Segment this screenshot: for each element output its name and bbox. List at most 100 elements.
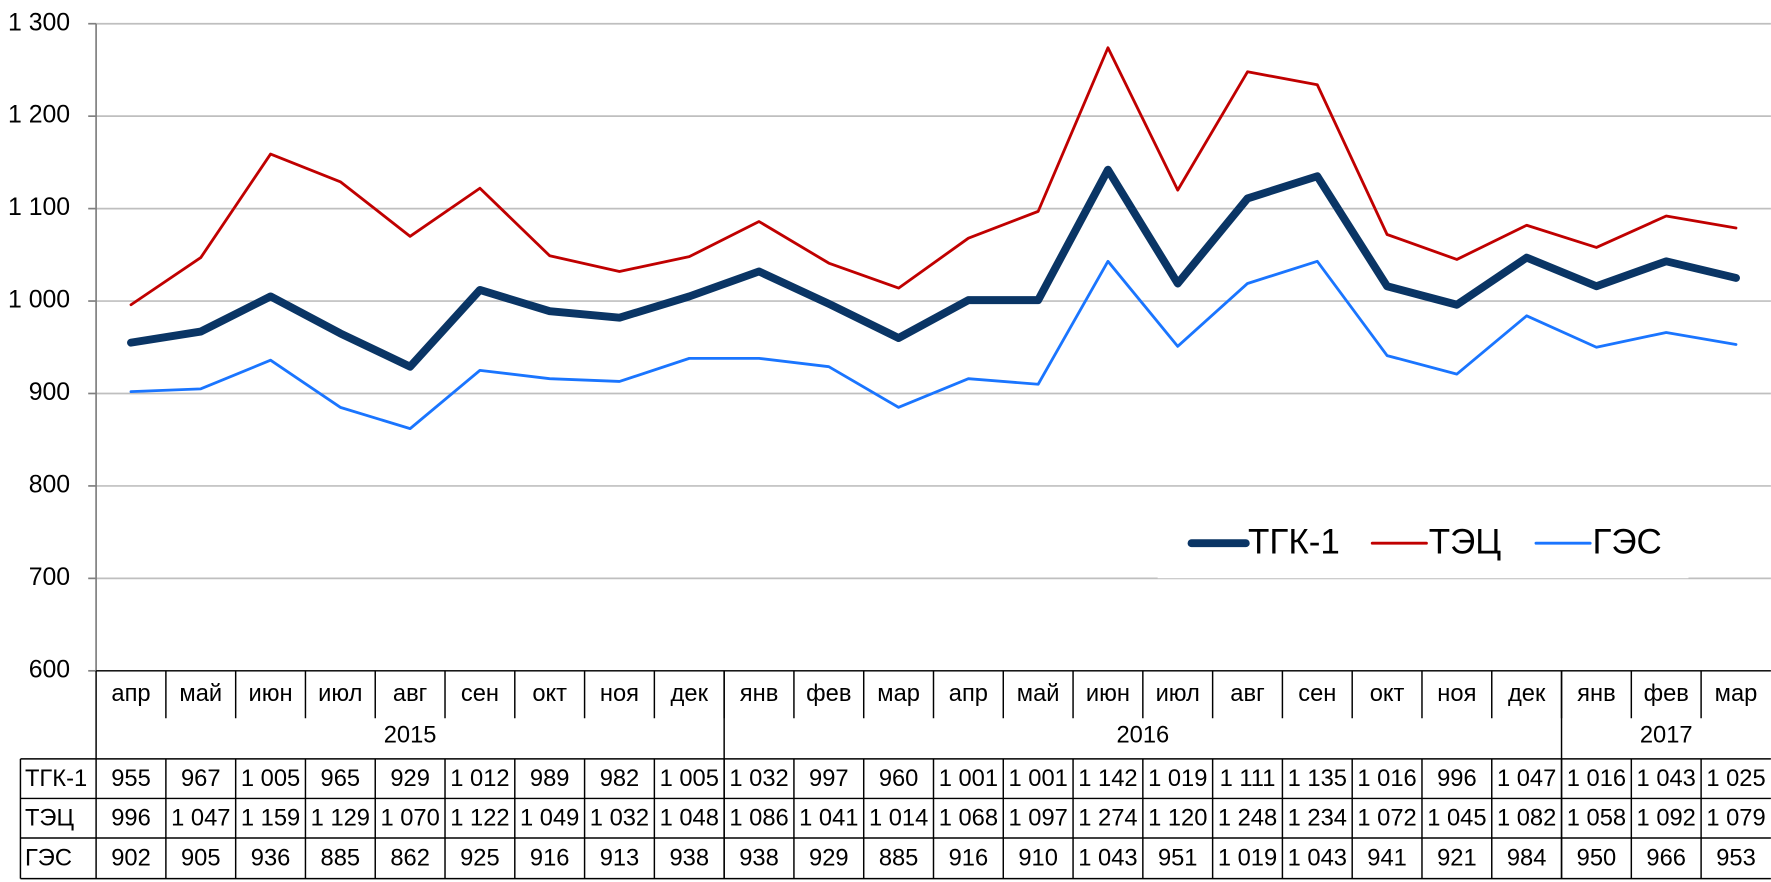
table-value: 1 248 [1218, 806, 1277, 832]
y-tick-label: 1 200 [8, 102, 70, 129]
table-value: 1 005 [660, 766, 719, 792]
table-value: 1 045 [1427, 806, 1486, 832]
y-tick-label: 700 [29, 564, 70, 591]
table-value: 982 [600, 766, 640, 792]
table-value: 1 005 [241, 766, 300, 792]
x-tick-label: мар [1715, 681, 1758, 707]
legend-box [1157, 496, 1689, 579]
table-value: 862 [390, 846, 430, 872]
table-value: 916 [530, 846, 570, 872]
table-value: 1 032 [729, 766, 788, 792]
y-tick-label: 1 300 [8, 9, 70, 36]
x-tick-label: фев [806, 681, 851, 707]
table-value: 953 [1716, 846, 1756, 872]
table-value: 1 043 [1637, 766, 1696, 792]
row-label: ТГК-1 [25, 766, 87, 792]
table-value: 1 092 [1637, 806, 1696, 832]
table-value: 1 047 [171, 806, 230, 832]
table-value: 929 [809, 846, 849, 872]
series-line [127, 165, 1740, 371]
table-value: 1 019 [1218, 846, 1277, 872]
table-value: 1 120 [1148, 806, 1207, 832]
x-tick-label: сен [1298, 681, 1336, 707]
table-value: 1 159 [241, 806, 300, 832]
x-tick-label: май [179, 681, 222, 707]
table-value: 965 [321, 766, 361, 792]
x-tick-label: июн [249, 681, 293, 707]
table-value: 1 048 [660, 806, 719, 832]
x-tick-label: авг [1230, 681, 1264, 707]
table-value: 960 [879, 766, 919, 792]
table-value: 1 043 [1078, 846, 1137, 872]
table-value: 1 070 [380, 806, 439, 832]
x-tick-label: ноя [1437, 681, 1476, 707]
x-tick-label: окт [532, 681, 567, 707]
table-value: 921 [1437, 846, 1477, 872]
x-group-label: 2016 [1116, 723, 1169, 749]
x-tick-label: мар [877, 681, 920, 707]
table-value: 938 [739, 846, 779, 872]
table-value: 1 016 [1357, 766, 1416, 792]
x-tick-label: май [1017, 681, 1060, 707]
table-value: 913 [600, 846, 640, 872]
table-value: 1 025 [1706, 766, 1765, 792]
table-value: 996 [1437, 766, 1477, 792]
y-tick-label: 600 [29, 656, 70, 683]
table-value: 1 043 [1288, 846, 1347, 872]
table-value: 885 [321, 846, 361, 872]
table-value: 967 [181, 766, 221, 792]
table-value: 1 082 [1497, 806, 1556, 832]
table-value: 950 [1577, 846, 1617, 872]
table-value: 1 032 [590, 806, 649, 832]
table-value: 1 072 [1357, 806, 1416, 832]
table-value: 1 058 [1567, 806, 1626, 832]
table-value: 1 001 [1009, 766, 1068, 792]
table-value: 1 001 [939, 766, 998, 792]
table-value: 984 [1507, 846, 1547, 872]
table-value: 929 [390, 766, 430, 792]
x-tick-label: фев [1644, 681, 1689, 707]
x-tick-label: июл [318, 681, 362, 707]
x-tick-label: янв [1577, 681, 1616, 707]
table-value: 910 [1018, 846, 1058, 872]
table-value: 1 142 [1078, 766, 1137, 792]
x-group-label: 2015 [384, 723, 437, 749]
table-value: 936 [251, 846, 291, 872]
table-value: 916 [949, 846, 989, 872]
y-tick-label: 800 [29, 471, 70, 498]
table-value: 925 [460, 846, 500, 872]
table-value: 997 [809, 766, 849, 792]
table-value: 1 049 [520, 806, 579, 832]
y-tick-label: 1 100 [8, 194, 70, 221]
table-value: 989 [530, 766, 570, 792]
x-tick-label: дек [671, 681, 709, 707]
table-value: 1 122 [450, 806, 509, 832]
x-tick-label: апр [111, 681, 150, 707]
table-value: 966 [1646, 846, 1686, 872]
y-tick-label: 900 [29, 379, 70, 406]
x-tick-label: ноя [600, 681, 639, 707]
table-value: 938 [669, 846, 709, 872]
series-line [129, 259, 1738, 431]
table-value: 951 [1158, 846, 1198, 872]
x-tick-label: янв [740, 681, 779, 707]
table-value: 1 274 [1078, 806, 1137, 832]
series-line [129, 46, 1738, 307]
legend-label: ТГК-1 [1248, 523, 1340, 562]
table-value: 1 012 [450, 766, 509, 792]
legend-label: ГЭС [1592, 523, 1661, 562]
x-tick-label: июн [1086, 681, 1130, 707]
table-value: 955 [111, 766, 151, 792]
table-value: 905 [181, 846, 221, 872]
row-label: ГЭС [25, 846, 72, 872]
table-value: 902 [111, 846, 151, 872]
x-group-label: 2017 [1640, 723, 1693, 749]
table-value: 1 014 [869, 806, 928, 832]
table-value: 1 068 [939, 806, 998, 832]
table-value: 941 [1367, 846, 1407, 872]
table-value: 1 086 [729, 806, 788, 832]
table-value: 1 135 [1288, 766, 1347, 792]
x-tick-label: сен [461, 681, 499, 707]
table-value: 1 097 [1009, 806, 1068, 832]
